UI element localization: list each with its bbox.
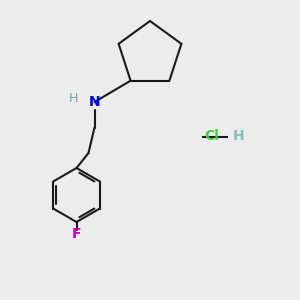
Text: H: H — [232, 130, 244, 143]
Text: N: N — [89, 95, 100, 109]
Text: Cl: Cl — [204, 130, 219, 143]
Text: F: F — [72, 227, 81, 241]
Text: H: H — [69, 92, 78, 106]
